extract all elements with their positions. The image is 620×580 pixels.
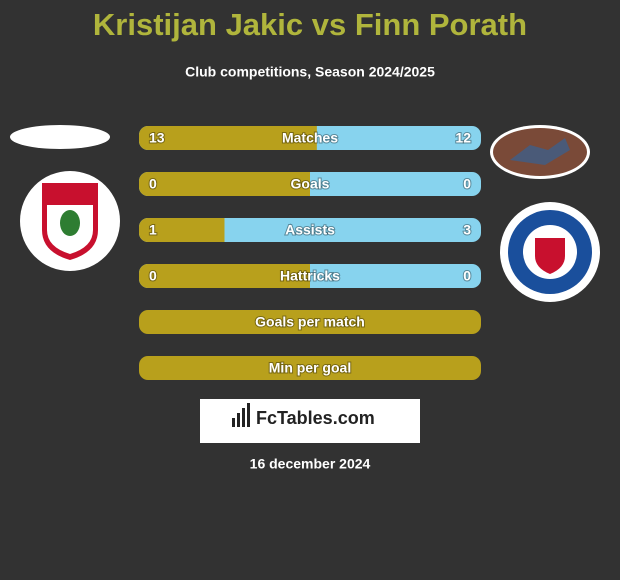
stat-label: Min per goal	[269, 360, 351, 376]
left-value: 1	[149, 222, 157, 238]
stat-label: Goals	[291, 176, 330, 192]
stat-label: Assists	[285, 222, 335, 238]
right-value: 3	[463, 222, 471, 238]
left-value: 0	[149, 268, 157, 284]
stat-label: Hattricks	[280, 268, 340, 284]
bar-left	[139, 218, 225, 242]
right-value: 12	[455, 130, 471, 146]
player-photo-placeholder	[10, 125, 110, 149]
right-value: 0	[463, 176, 471, 192]
left-value: 13	[149, 130, 165, 146]
stat-label: Matches	[282, 130, 338, 146]
left-value: 0	[149, 176, 157, 192]
bar-left	[139, 264, 310, 288]
bar-track	[139, 310, 481, 334]
title: Kristijan Jakic vs Finn Porath	[93, 7, 527, 42]
stat-row	[139, 310, 481, 334]
bar-track	[139, 356, 481, 380]
subtitle: Club competitions, Season 2024/2025	[185, 64, 435, 80]
stat-row	[139, 218, 481, 242]
stat-row	[139, 264, 481, 288]
stat-row	[139, 172, 481, 196]
stat-row	[139, 356, 481, 380]
stat-label: Goals per match	[255, 314, 365, 330]
player-photo-right	[490, 125, 590, 179]
bar-left	[139, 172, 310, 196]
bar-left	[139, 126, 317, 150]
stat-row	[139, 126, 481, 150]
right-value: 0	[463, 268, 471, 284]
date: 16 december 2024	[250, 456, 371, 472]
team-logo-right	[500, 202, 600, 302]
brand: FcTables.com	[256, 408, 375, 428]
team-logo-left	[20, 171, 120, 271]
brand-box: FcTables.com	[200, 399, 420, 443]
